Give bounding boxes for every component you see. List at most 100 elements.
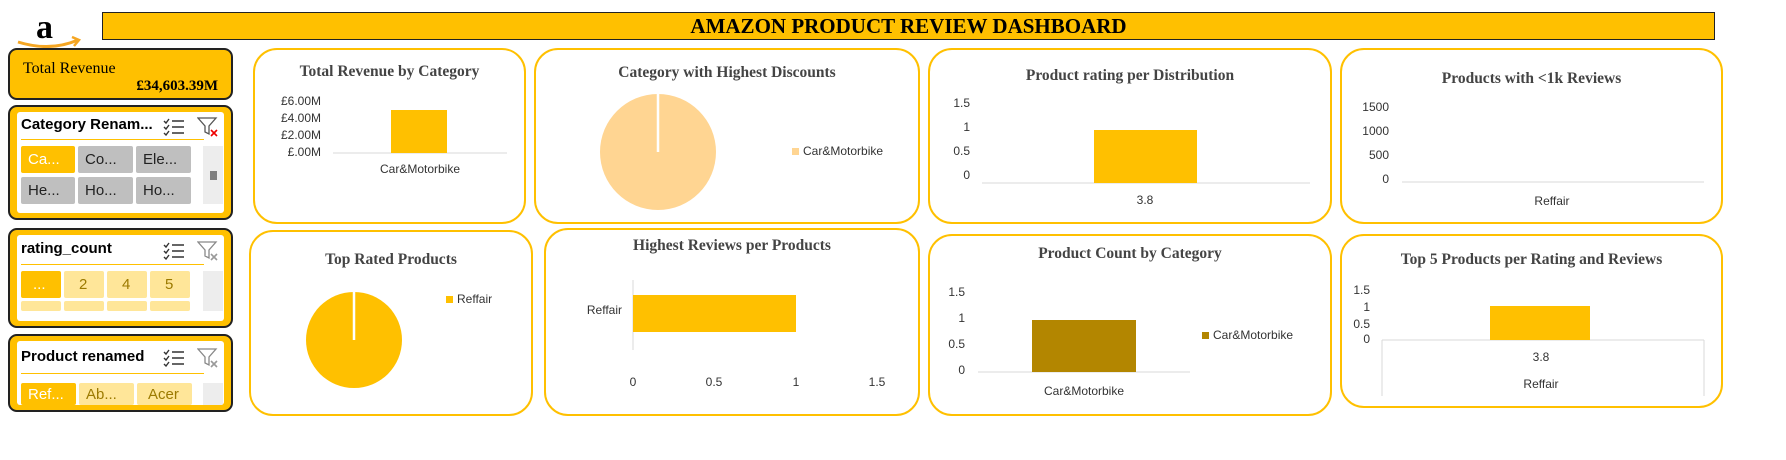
highest-reviews-card: Highest Reviews per Products Reffair 0 0… xyxy=(544,228,920,416)
product-slicer-title: Product renamed xyxy=(21,348,145,365)
rating-count-slicer: rating_count ... 2 4 5 xyxy=(8,228,233,328)
x-tick-label: 1 xyxy=(793,375,800,389)
slicer-item[interactable]: 5 xyxy=(150,271,190,298)
slicer-scrollbar[interactable] xyxy=(203,271,223,311)
bar-car-motorbike xyxy=(1032,320,1136,372)
y-tick-label: 1 xyxy=(958,311,965,325)
x-tick-label: Car&Motorbike xyxy=(380,162,460,176)
slicer-divider xyxy=(21,264,204,265)
y-tick-label: 0 xyxy=(963,168,970,182)
slicer-item[interactable]: 4 xyxy=(107,271,147,298)
slicer-item[interactable]: Ho... xyxy=(136,177,191,204)
highest-reviews-chart: Reffair 0 0.5 1 1.5 xyxy=(587,280,886,389)
bar-reffair xyxy=(633,295,796,332)
chart-title: Category with Highest Discounts xyxy=(618,64,836,81)
slicer-item[interactable]: Acer xyxy=(137,383,192,405)
multi-select-icon[interactable] xyxy=(163,118,185,136)
top5-products-card: Top 5 Products per Rating and Reviews 1.… xyxy=(1340,234,1723,408)
slicer-divider xyxy=(21,373,204,374)
x-tick-label: Car&Motorbike xyxy=(1044,384,1124,398)
slicer-item[interactable]: Ca... xyxy=(21,146,75,173)
y-tick-label: 0.5 xyxy=(953,144,970,158)
bar-3-8 xyxy=(1094,130,1197,183)
dashboard-title: AMAZON PRODUCT REVIEW DASHBOARD xyxy=(102,12,1715,40)
multi-select-icon[interactable] xyxy=(163,349,185,367)
legend-label: Car&Motorbike xyxy=(803,144,883,158)
y-tick-label: 1.5 xyxy=(953,96,970,110)
slicer-item[interactable]: Ele... xyxy=(136,146,191,173)
under-1k-reviews-card: Products with <1k Reviews 1500 1000 500 … xyxy=(1340,48,1723,224)
y-tick-label: £2.00M xyxy=(281,128,321,142)
y-tick-label: £.00M xyxy=(288,145,321,159)
legend-label: Reffair xyxy=(457,292,492,306)
y-tick-label: 500 xyxy=(1369,148,1389,162)
y-tick-label: 1500 xyxy=(1362,100,1389,114)
x-tick-label: 0.5 xyxy=(706,375,723,389)
y-tick-label: 0.5 xyxy=(948,337,965,351)
discounts-pie-chart: Car&Motorbike xyxy=(600,94,883,210)
y-tick-label: 0.5 xyxy=(1353,317,1370,331)
slicer-item-partial[interactable] xyxy=(64,301,104,311)
product-slicer: Product renamed Ref... Ab... Acer xyxy=(8,334,233,412)
slicer-item[interactable]: Ho... xyxy=(78,177,133,204)
y-axis-ticks: £6.00M £4.00M £2.00M £.00M xyxy=(281,94,321,159)
scrollbar-thumb[interactable] xyxy=(210,171,217,180)
x-tick-label: 3.8 xyxy=(1137,193,1154,207)
slicer-item-partial[interactable] xyxy=(107,301,147,311)
total-revenue-card: Total Revenue £34,603.39M xyxy=(8,48,233,100)
product-count-card: Product Count by Category 1.5 1 0.5 0 Ca… xyxy=(928,234,1332,416)
total-revenue-value: £34,603.39M xyxy=(136,78,218,94)
revenue-chart: £6.00M £4.00M £2.00M £.00M Car&Motorbike xyxy=(281,94,507,176)
rating-count-slicer-title: rating_count xyxy=(21,240,112,257)
under-1k-reviews-chart: 1500 1000 500 0 Reffair xyxy=(1362,100,1704,208)
amazon-logo-icon: a xyxy=(16,8,84,48)
clear-filter-icon[interactable] xyxy=(197,117,219,137)
slicer-item-partial[interactable] xyxy=(150,301,190,311)
category-slicer: Category Renam... Ca... Co... Ele... He.… xyxy=(8,105,233,220)
bar-3-8 xyxy=(1490,306,1590,340)
y-tick-label: 0 xyxy=(1382,172,1389,186)
clear-filter-icon[interactable] xyxy=(197,241,219,261)
product-count-chart: 1.5 1 0.5 0 Car&Motorbike Car&Motorbike xyxy=(948,285,1293,398)
y-tick-label: 0 xyxy=(1363,332,1370,346)
slicer-item[interactable]: 2 xyxy=(64,271,104,298)
slicer-item[interactable]: He... xyxy=(21,177,75,204)
svg-text:a: a xyxy=(36,9,53,46)
chart-title: Top Rated Products xyxy=(325,251,457,268)
slicer-scrollbar[interactable] xyxy=(203,383,223,405)
x-tick-label: Reffair xyxy=(1534,194,1569,208)
y-tick-label: 1.5 xyxy=(1353,283,1370,297)
revenue-by-category-card: Total Revenue by Category £6.00M £4.00M … xyxy=(253,48,526,224)
y-tick-label: 1 xyxy=(963,120,970,134)
clear-filter-icon[interactable] xyxy=(197,348,219,368)
x-tick-label: 3.8 xyxy=(1533,350,1550,364)
y-tick-label: 1 xyxy=(1363,300,1370,314)
rating-distribution-card: Product rating per Distribution 1.5 1 0.… xyxy=(928,48,1332,224)
y-tick-label: 1000 xyxy=(1362,124,1389,138)
legend-swatch xyxy=(1202,332,1209,339)
slicer-item[interactable]: Ref... xyxy=(21,383,76,405)
chart-title: Product Count by Category xyxy=(1038,245,1222,262)
y-tick-label: 1.5 xyxy=(948,285,965,299)
chart-title: Total Revenue by Category xyxy=(299,63,480,80)
slicer-item[interactable]: Co... xyxy=(78,146,133,173)
top-rated-pie-chart: Reffair xyxy=(306,292,492,388)
x-tick-label: 0 xyxy=(630,375,637,389)
slicer-item[interactable]: ... xyxy=(21,271,61,298)
x-tick-label: 1.5 xyxy=(869,375,886,389)
x-group-label: Reffair xyxy=(1523,377,1558,391)
chart-title: Top 5 Products per Rating and Reviews xyxy=(1400,251,1663,268)
legend-swatch xyxy=(446,296,453,303)
chart-title: Highest Reviews per Products xyxy=(633,237,831,254)
y-tick-label: £6.00M xyxy=(281,94,321,108)
slicer-divider xyxy=(21,139,204,140)
slicer-item-partial[interactable] xyxy=(21,301,61,311)
y-tick-label: Reffair xyxy=(587,303,622,317)
total-revenue-label: Total Revenue xyxy=(23,60,116,77)
slicer-item[interactable]: Ab... xyxy=(79,383,134,405)
multi-select-icon[interactable] xyxy=(163,242,185,260)
top5-products-chart: 1.5 1 0.5 0 3.8 Reffair xyxy=(1353,283,1705,396)
chart-title: Products with <1k Reviews xyxy=(1441,70,1622,87)
rating-distribution-chart: 1.5 1 0.5 0 3.8 xyxy=(953,96,1310,207)
slicer-scrollbar[interactable] xyxy=(203,146,223,204)
